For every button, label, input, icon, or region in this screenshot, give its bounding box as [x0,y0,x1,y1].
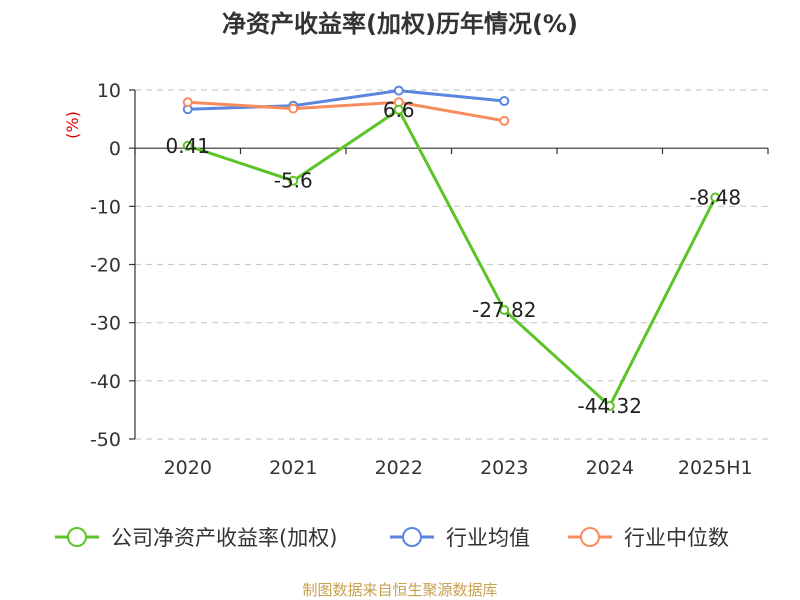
x-tick-label: 2024 [586,457,634,479]
data-label: -5.6 [274,169,313,193]
data-point [393,85,404,96]
legend-label: 行业均值 [446,526,530,550]
data-point [499,115,510,126]
x-tick-label: 2020 [164,457,212,479]
legend-swatch-marker [580,527,600,547]
x-tick-label: 2021 [269,457,317,479]
data-point [499,96,510,107]
y-tick-label: -20 [90,255,121,277]
axes: 10 0 -10 -20 -30 -40 -50 (%) 2020 2021 2022 2023 202… [63,80,769,479]
y-tick-label: -40 [90,371,121,393]
data-label: -8.48 [689,185,741,209]
chart-title: 净资产收益率(加权)历年情况(%) [222,10,578,38]
series-lines [182,85,721,411]
y-tick-label: 0 [109,138,121,160]
source-note: 制图数据来自恒生聚源数据库 [302,581,497,599]
data-label: -44.32 [578,394,642,418]
data-label: -27.82 [472,298,536,322]
series-line-2 [187,100,505,123]
y-tick-label: 10 [97,80,121,102]
y-axis-label: (%) [63,111,82,139]
legend-swatch-marker [402,527,422,547]
data-point [604,400,615,411]
data-point [288,175,299,186]
x-tick-label: 2023 [480,457,528,479]
data-point [182,140,193,151]
data-point [393,104,404,115]
series-line-0 [187,108,717,408]
x-tick-label: 2022 [375,457,423,479]
data-label: 0.41 [165,134,210,158]
x-tick-label: 2025H1 [678,457,753,479]
data-point [288,103,299,114]
data-label: 6.6 [383,98,415,122]
data-labels: 0.41 -5.6 6.6 -27.82 -44.32 -8.48 [165,98,741,418]
legend-label: 公司净资产收益率(加权) [111,526,337,550]
y-tick-label: -50 [90,429,121,451]
data-point [710,192,721,203]
legend-label: 行业中位数 [624,526,729,550]
legend: 公司净资产收益率(加权) 行业均值 行业中位数 [55,526,729,550]
grid-lines [135,89,768,440]
series-line-1 [187,89,505,111]
y-tick-label: -10 [90,196,121,218]
data-point [499,304,510,315]
data-point [182,97,193,108]
legend-swatch-marker [67,527,87,547]
y-tick-label: -30 [90,313,121,335]
